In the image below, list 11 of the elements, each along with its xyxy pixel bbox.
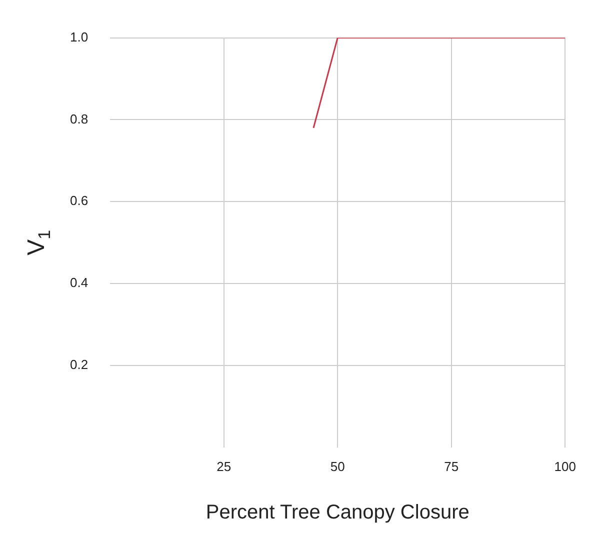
y-axis-title: V1 xyxy=(23,230,54,256)
y-tick-label: 0.6 xyxy=(70,193,88,208)
x-axis-title: Percent Tree Canopy Closure xyxy=(206,502,470,524)
x-tick-label: 100 xyxy=(554,458,576,474)
x-tick-label: 50 xyxy=(330,458,345,474)
y-tick-label: 0.4 xyxy=(70,275,88,290)
x-tick-label: 25 xyxy=(216,458,232,474)
y-tick-label: 1.0 xyxy=(70,29,88,44)
y-tick-label: 0.2 xyxy=(70,357,88,372)
y-tick-label: 0.8 xyxy=(70,111,88,126)
x-tick-label: 75 xyxy=(444,458,459,474)
